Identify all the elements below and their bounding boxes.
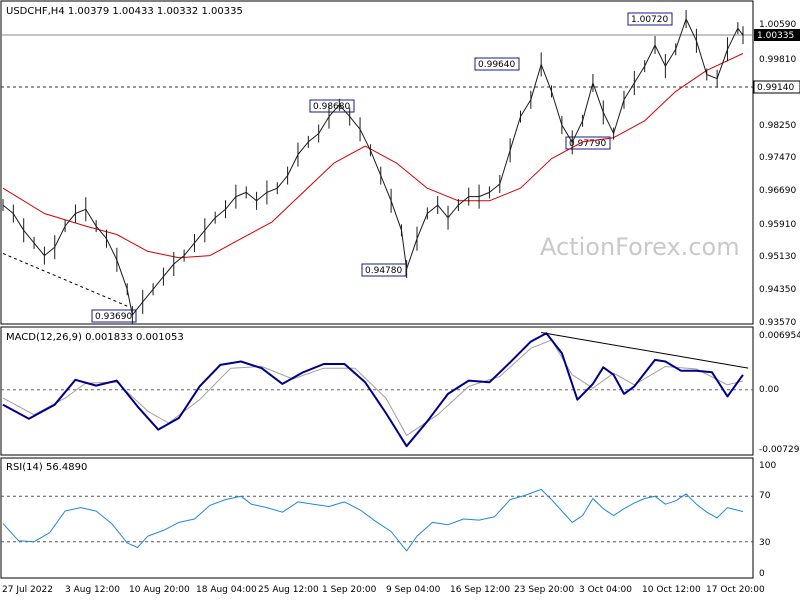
price-y-tick: 1.00590 bbox=[759, 20, 796, 30]
macd-panel[interactable] bbox=[0, 326, 754, 456]
x-axis-label: 17 Oct 20:00 bbox=[706, 585, 765, 595]
price-y-tick: 0.99810 bbox=[759, 55, 796, 65]
price-y-tick: 0.98250 bbox=[759, 121, 796, 131]
price-y-tick: 0.94350 bbox=[759, 285, 796, 295]
rsi-y-ticks: 100 70 30 0 bbox=[759, 461, 776, 579]
rsi-line bbox=[2, 488, 744, 552]
macd-panel-title: MACD(12,26,9) 0.001833 0.001053 bbox=[6, 332, 184, 343]
x-axis-label: 27 Jul 2022 bbox=[2, 585, 53, 595]
x-axis-label: 1 Sep 20:00 bbox=[322, 585, 377, 595]
macd-trendline bbox=[541, 331, 749, 369]
moving-average-line bbox=[2, 53, 744, 259]
swing-label: 0.94780 bbox=[365, 266, 402, 276]
swing-label: 1.00720 bbox=[631, 15, 668, 25]
rsi-y-tick: 0 bbox=[759, 569, 765, 579]
price-line bbox=[2, 18, 744, 316]
price-y-tick: 0.95910 bbox=[759, 220, 796, 230]
swing-label-box bbox=[91, 309, 137, 323]
swing-label: 0.98680 bbox=[313, 102, 350, 112]
macd-y-tick: 0.00 bbox=[759, 385, 779, 395]
swing-label-box bbox=[361, 263, 407, 277]
swing-label-box bbox=[474, 57, 520, 71]
x-axis-label: 25 Aug 12:00 bbox=[258, 585, 319, 595]
current-price-badge bbox=[754, 29, 800, 41]
x-axis-label: 18 Aug 04:00 bbox=[196, 585, 257, 595]
rsi-series-group bbox=[1, 488, 753, 552]
swing-labels: 0.93690 0.98680 0.94780 0.99640 0.97790 … bbox=[91, 12, 673, 323]
x-axis-label: 3 Oct 04:00 bbox=[579, 585, 632, 595]
x-axis-labels: 27 Jul 2022 3 Aug 12:00 10 Aug 20:00 18 … bbox=[2, 585, 765, 595]
swing-label: 0.99640 bbox=[478, 60, 515, 70]
level-badge bbox=[753, 80, 800, 94]
price-series-group bbox=[2, 9, 744, 324]
x-axis-label: 10 Oct 12:00 bbox=[642, 585, 701, 595]
price-y-ticks: 1.00590 0.99810 0.98250 0.97470 0.96690 … bbox=[759, 20, 796, 328]
macd-y-ticks: 0.006954 0.00 -0.007294 bbox=[759, 331, 800, 455]
rsi-panel-title: RSI(14) 56.4890 bbox=[6, 462, 87, 473]
macd-signal-line bbox=[2, 339, 744, 436]
macd-line bbox=[2, 332, 744, 448]
price-y-tick: 0.96690 bbox=[759, 186, 796, 196]
x-axis-label: 10 Aug 20:00 bbox=[129, 585, 190, 595]
price-panel-title: USDCHF,H4 1.00379 1.00433 1.00332 1.0033… bbox=[6, 6, 243, 17]
macd-series-group bbox=[1, 331, 753, 448]
swing-label-box bbox=[627, 12, 673, 26]
level-text: 0.99140 bbox=[757, 83, 794, 93]
rsi-y-tick: 70 bbox=[759, 491, 771, 501]
x-axis-label: 3 Aug 12:00 bbox=[65, 585, 120, 595]
rsi-y-tick: 30 bbox=[759, 538, 771, 548]
rsi-y-tick: 100 bbox=[759, 461, 776, 471]
rsi-panel[interactable] bbox=[0, 457, 754, 579]
price-trendline bbox=[2, 253, 128, 307]
watermark: ActionForex.com bbox=[540, 233, 740, 261]
price-y-tick: 0.97470 bbox=[759, 153, 796, 163]
x-axis-label: 16 Sep 12:00 bbox=[450, 585, 510, 595]
x-axis-label: 9 Sep 04:00 bbox=[386, 585, 441, 595]
swing-label: 0.93690 bbox=[95, 312, 132, 322]
price-y-tick: 0.95130 bbox=[759, 252, 796, 262]
price-y-tick: 0.93570 bbox=[759, 318, 796, 328]
macd-y-tick: -0.007294 bbox=[759, 445, 800, 455]
swing-label: 0.97790 bbox=[569, 139, 606, 149]
x-axis-label: 23 Sep 20:00 bbox=[514, 585, 574, 595]
current-price-text: 1.00335 bbox=[757, 31, 794, 41]
macd-y-tick: 0.006954 bbox=[759, 331, 800, 341]
